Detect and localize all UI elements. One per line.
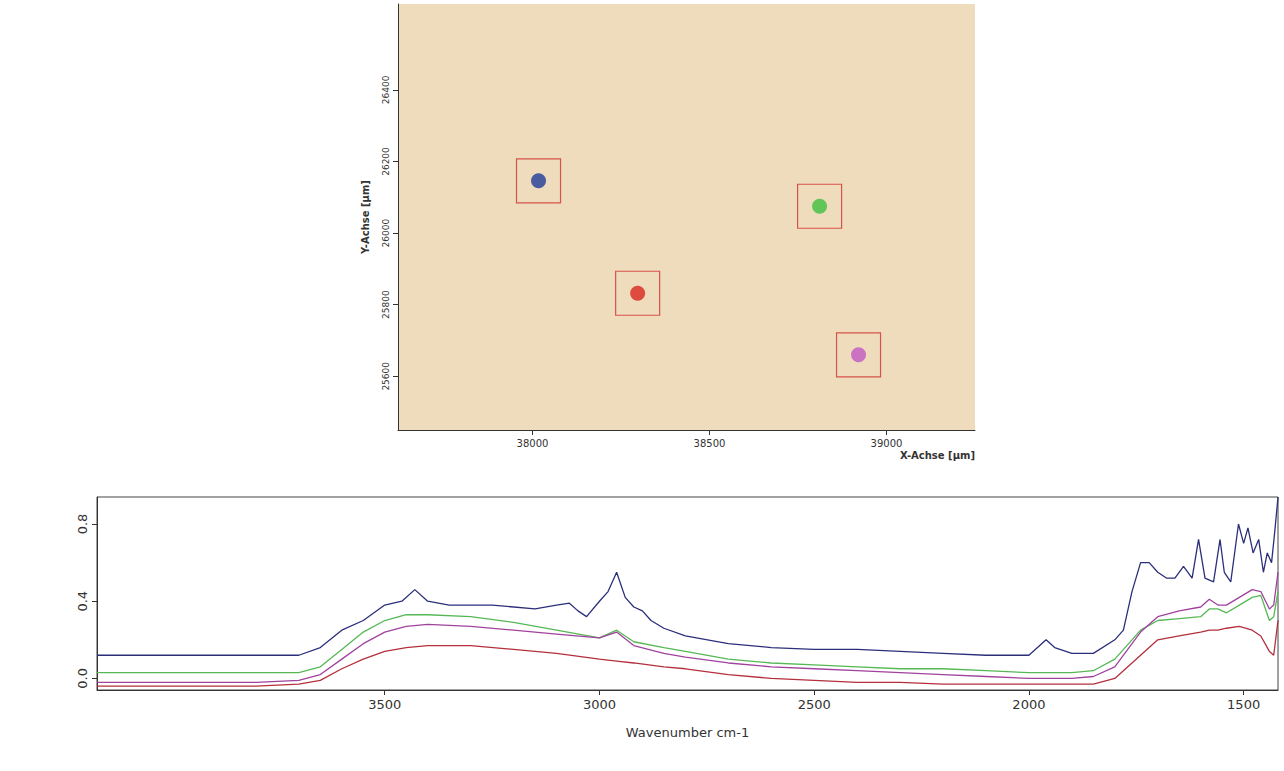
svg-text:2000: 2000 bbox=[1012, 697, 1045, 712]
svg-text:25600: 25600 bbox=[381, 362, 391, 391]
svg-text:25800: 25800 bbox=[381, 290, 391, 319]
svg-text:38500: 38500 bbox=[694, 438, 726, 449]
svg-text:3500: 3500 bbox=[368, 697, 401, 712]
svg-text:39000: 39000 bbox=[871, 438, 903, 449]
svg-text:26200: 26200 bbox=[381, 147, 391, 176]
svg-text:26400: 26400 bbox=[381, 75, 391, 104]
svg-text:0.4: 0.4 bbox=[75, 591, 90, 612]
svg-text:26000: 26000 bbox=[381, 219, 391, 248]
svg-text:3000: 3000 bbox=[583, 697, 616, 712]
svg-text:Wavenumber cm-1: Wavenumber cm-1 bbox=[626, 725, 749, 740]
svg-text:Y-Achse [µm]: Y-Achse [µm] bbox=[360, 180, 371, 255]
svg-text:38000: 38000 bbox=[517, 438, 549, 449]
svg-text:X-Achse [µm]: X-Achse [µm] bbox=[900, 450, 975, 461]
svg-text:1500: 1500 bbox=[1227, 697, 1260, 712]
svg-text:0.8: 0.8 bbox=[75, 514, 90, 535]
svg-text:0.0: 0.0 bbox=[75, 668, 90, 689]
svg-text:2500: 2500 bbox=[798, 697, 831, 712]
